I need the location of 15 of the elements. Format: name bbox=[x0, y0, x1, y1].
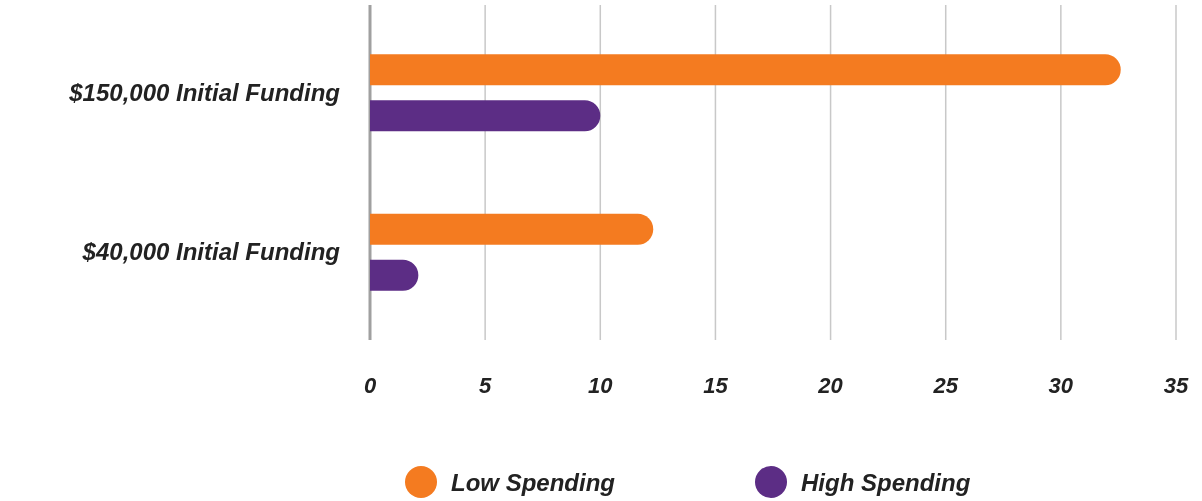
x-tick-label: 25 bbox=[932, 373, 959, 398]
y-tick-label: $40,000 Initial Funding bbox=[81, 238, 341, 266]
bar bbox=[370, 100, 601, 132]
x-tick-label: 5 bbox=[479, 373, 493, 398]
x-tick-label: 15 bbox=[703, 373, 729, 398]
x-tick-label: 30 bbox=[1048, 373, 1074, 398]
x-tick-label: 10 bbox=[588, 373, 614, 398]
legend-label: Low Spending bbox=[451, 469, 616, 496]
y-tick-label: $150,000 Initial Funding bbox=[68, 78, 341, 106]
bar bbox=[370, 54, 1121, 86]
x-tick-label: 0 bbox=[363, 373, 377, 398]
bar bbox=[370, 213, 654, 245]
x-tick-label: 20 bbox=[817, 373, 844, 398]
legend-label: High Spending bbox=[801, 469, 971, 496]
x-tick-label: 35 bbox=[1163, 373, 1189, 398]
